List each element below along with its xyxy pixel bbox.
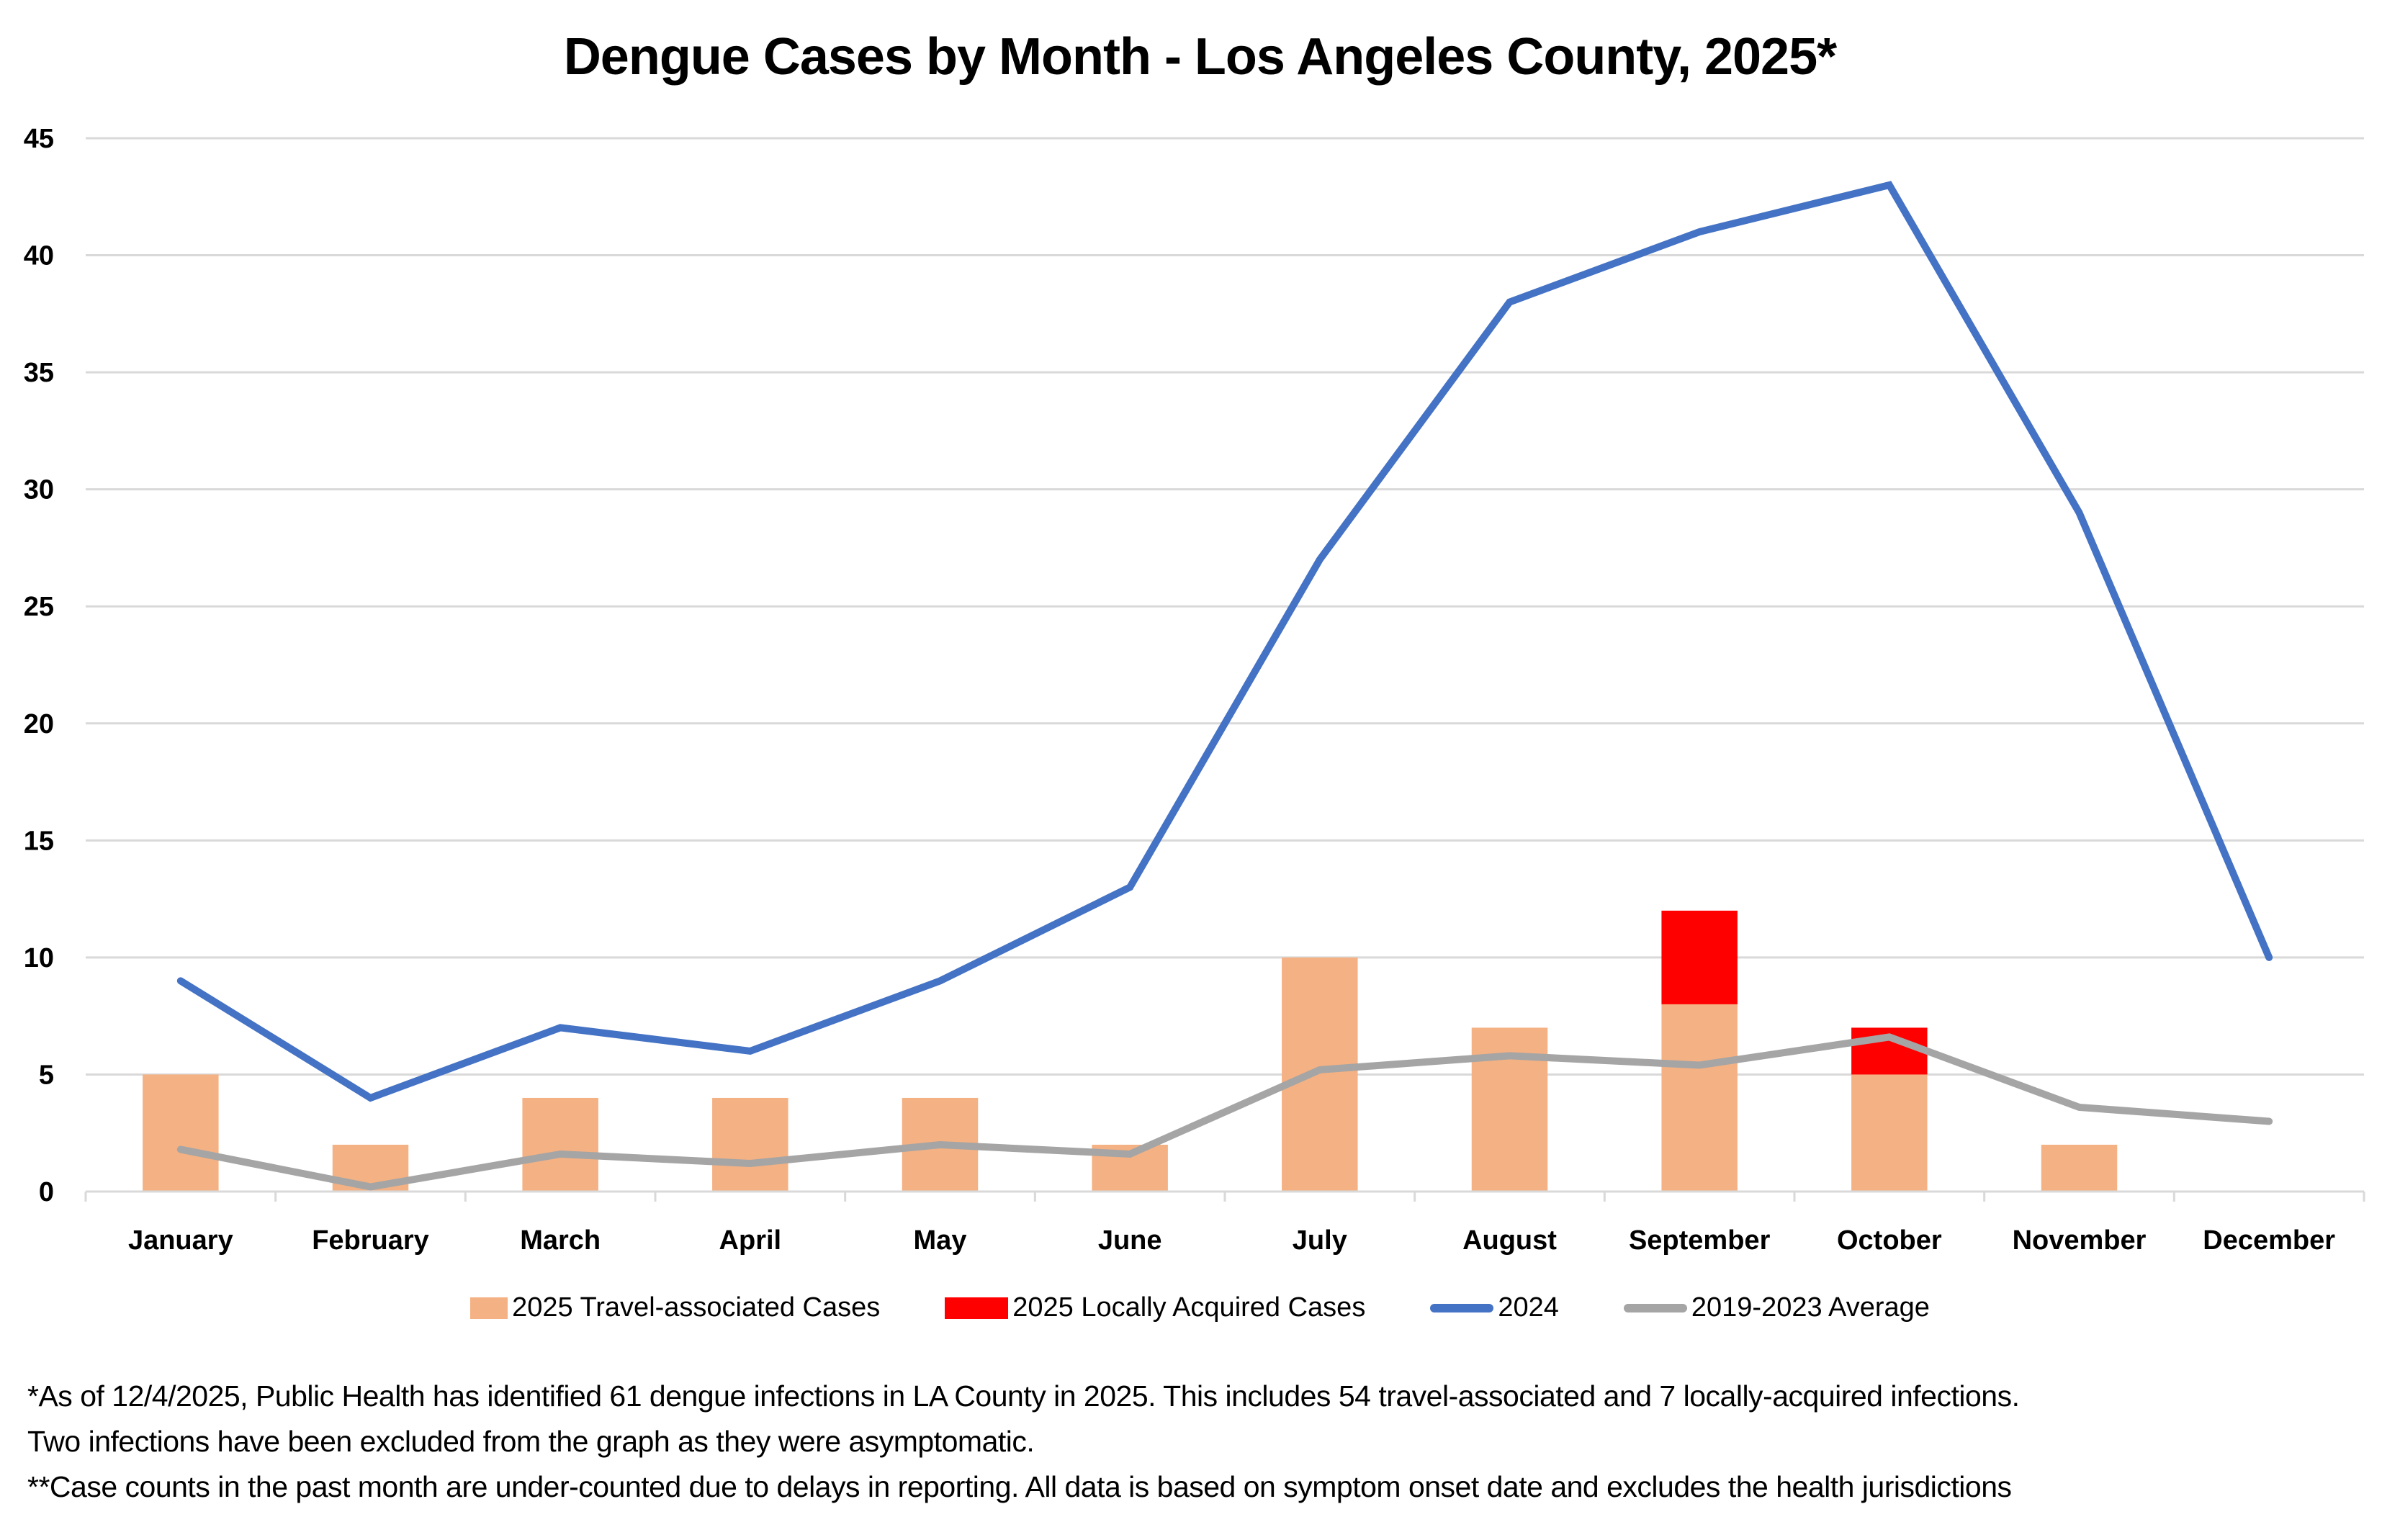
y-tick-label: 25	[24, 592, 54, 622]
x-tick-label: April	[719, 1225, 782, 1256]
travel-swatch-icon	[470, 1297, 508, 1319]
x-tick-label: December	[2203, 1225, 2335, 1256]
bar-travel-associated	[1661, 1004, 1738, 1192]
footnotes: *As of 12/4/2025, Public Health has iden…	[27, 1374, 2389, 1510]
y-axis-ticks: 0 5 10 15 20 25 30 35 40 45	[24, 124, 54, 1207]
x-tick-label: November	[2013, 1225, 2147, 1256]
footnote-line: Two infections have been excluded from t…	[27, 1425, 1035, 1458]
gridlines	[86, 137, 2364, 1076]
y-tick-label: 45	[24, 124, 54, 154]
bar-travel-associated	[522, 1097, 598, 1192]
footnote-line: **Case counts in the past month are unde…	[27, 1470, 2012, 1503]
bar-travel-associated	[1282, 957, 1358, 1192]
bar-travel-associated	[712, 1097, 788, 1192]
legend-label: 2025 Travel-associated Cases	[512, 1292, 881, 1323]
y-tick-label: 20	[24, 709, 54, 739]
legend-label: 2024	[1498, 1292, 1559, 1323]
local-swatch-icon	[945, 1297, 1009, 1319]
legend-label: 2025 Locally Acquired Cases	[1012, 1292, 1366, 1323]
lines	[176, 181, 2273, 1191]
x-tick-label: October	[1837, 1225, 1942, 1256]
legend-item-local[interactable]: 2025 Locally Acquired Cases	[945, 1292, 1365, 1323]
x-tick-label: August	[1462, 1225, 1557, 1256]
y-tick-label: 15	[24, 826, 54, 856]
y-tick-label: 30	[24, 475, 54, 505]
x-tick-label: May	[914, 1225, 967, 1256]
bars	[143, 910, 2118, 1192]
chart-title: Dengue Cases by Month - Los Angeles Coun…	[563, 28, 1837, 86]
bar-locally-acquired	[1661, 910, 1738, 1004]
line-2024-swatch-icon	[1430, 1303, 1494, 1312]
bar-travel-associated	[143, 1074, 219, 1192]
x-tick-label: February	[312, 1225, 429, 1256]
x-axis-ticks: January February March April May June July Augu…	[128, 1225, 2335, 1256]
y-tick-label: 40	[24, 241, 54, 271]
x-tick-label: January	[128, 1225, 233, 1256]
bar-travel-associated	[2041, 1144, 2118, 1192]
y-tick-label: 0	[39, 1177, 54, 1207]
bar-travel-associated	[1851, 1074, 1928, 1192]
line-2024	[176, 181, 2273, 1102]
legend-item-travel[interactable]: 2025 Travel-associated Cases	[470, 1292, 880, 1323]
line-2019-2023-average	[176, 1033, 2273, 1191]
x-tick-label: March	[520, 1225, 601, 1256]
x-tick-label: September	[1629, 1225, 1771, 1256]
y-tick-label: 10	[24, 943, 54, 973]
legend-item-2024[interactable]: 2024	[1430, 1292, 1559, 1323]
x-axis	[84, 1190, 2365, 1202]
footnote-line: *As of 12/4/2025, Public Health has iden…	[27, 1379, 2020, 1413]
y-tick-label: 35	[24, 358, 54, 388]
x-tick-label: July	[1293, 1225, 1347, 1256]
legend: 2025 Travel-associated Cases 2025 Locall…	[0, 1292, 2400, 1323]
line-average-swatch-icon	[1623, 1303, 1687, 1312]
y-tick-label: 5	[39, 1060, 54, 1090]
x-tick-label: June	[1098, 1225, 1162, 1256]
legend-label: 2019-2023 Average	[1691, 1292, 1930, 1323]
legend-item-average[interactable]: 2019-2023 Average	[1623, 1292, 1930, 1323]
